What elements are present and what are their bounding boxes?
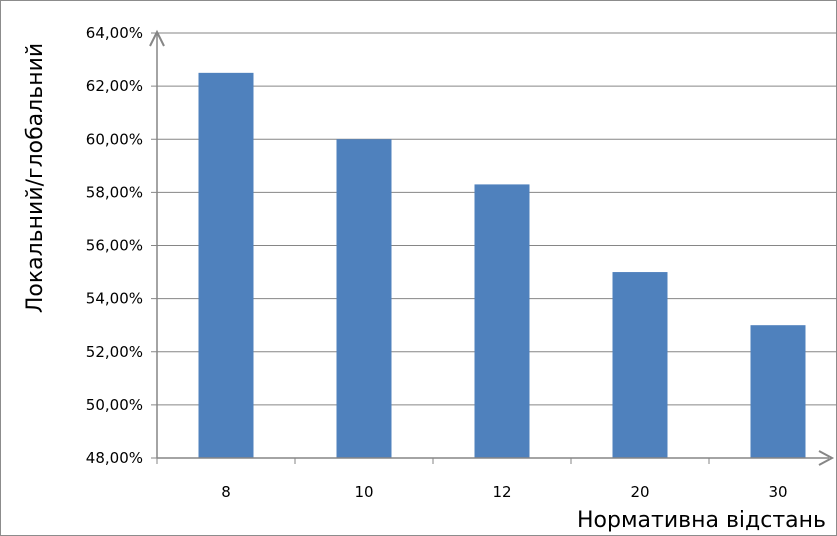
y-tick-label: 64,00% — [86, 24, 143, 42]
y-tick-label: 58,00% — [86, 183, 143, 201]
bar — [336, 139, 392, 458]
bar — [474, 184, 530, 458]
x-axis-arrow — [818, 450, 835, 466]
y-tick-labels: 48,00% 50,00% 52,00% 54,00% 56,00% 58,00% 60,0… — [86, 24, 143, 467]
y-axis-arrow — [149, 29, 165, 47]
y-tick-label: 52,00% — [86, 343, 143, 361]
axes — [149, 29, 835, 466]
y-tick-label: 56,00% — [86, 237, 143, 255]
bar — [750, 325, 806, 458]
x-tick-label: 8 — [221, 483, 231, 501]
bar — [198, 72, 254, 458]
y-tick-label: 48,00% — [86, 449, 143, 467]
y-tick-label: 50,00% — [86, 396, 143, 414]
bars — [198, 72, 806, 458]
y-axis-title: Локальний/глобальний — [23, 43, 48, 313]
y-tick-label: 54,00% — [86, 290, 143, 308]
x-tick-label: 10 — [354, 483, 373, 501]
x-axis-title: Нормативна відстань — [577, 508, 826, 533]
x-tick-labels: 8 10 12 20 30 — [221, 483, 787, 501]
x-tick-label: 12 — [492, 483, 511, 501]
y-tick-label: 60,00% — [86, 130, 143, 148]
x-tick-label: 20 — [630, 483, 649, 501]
bar — [612, 272, 668, 458]
y-tick-label: 62,00% — [86, 77, 143, 95]
x-tick-label: 30 — [768, 483, 787, 501]
